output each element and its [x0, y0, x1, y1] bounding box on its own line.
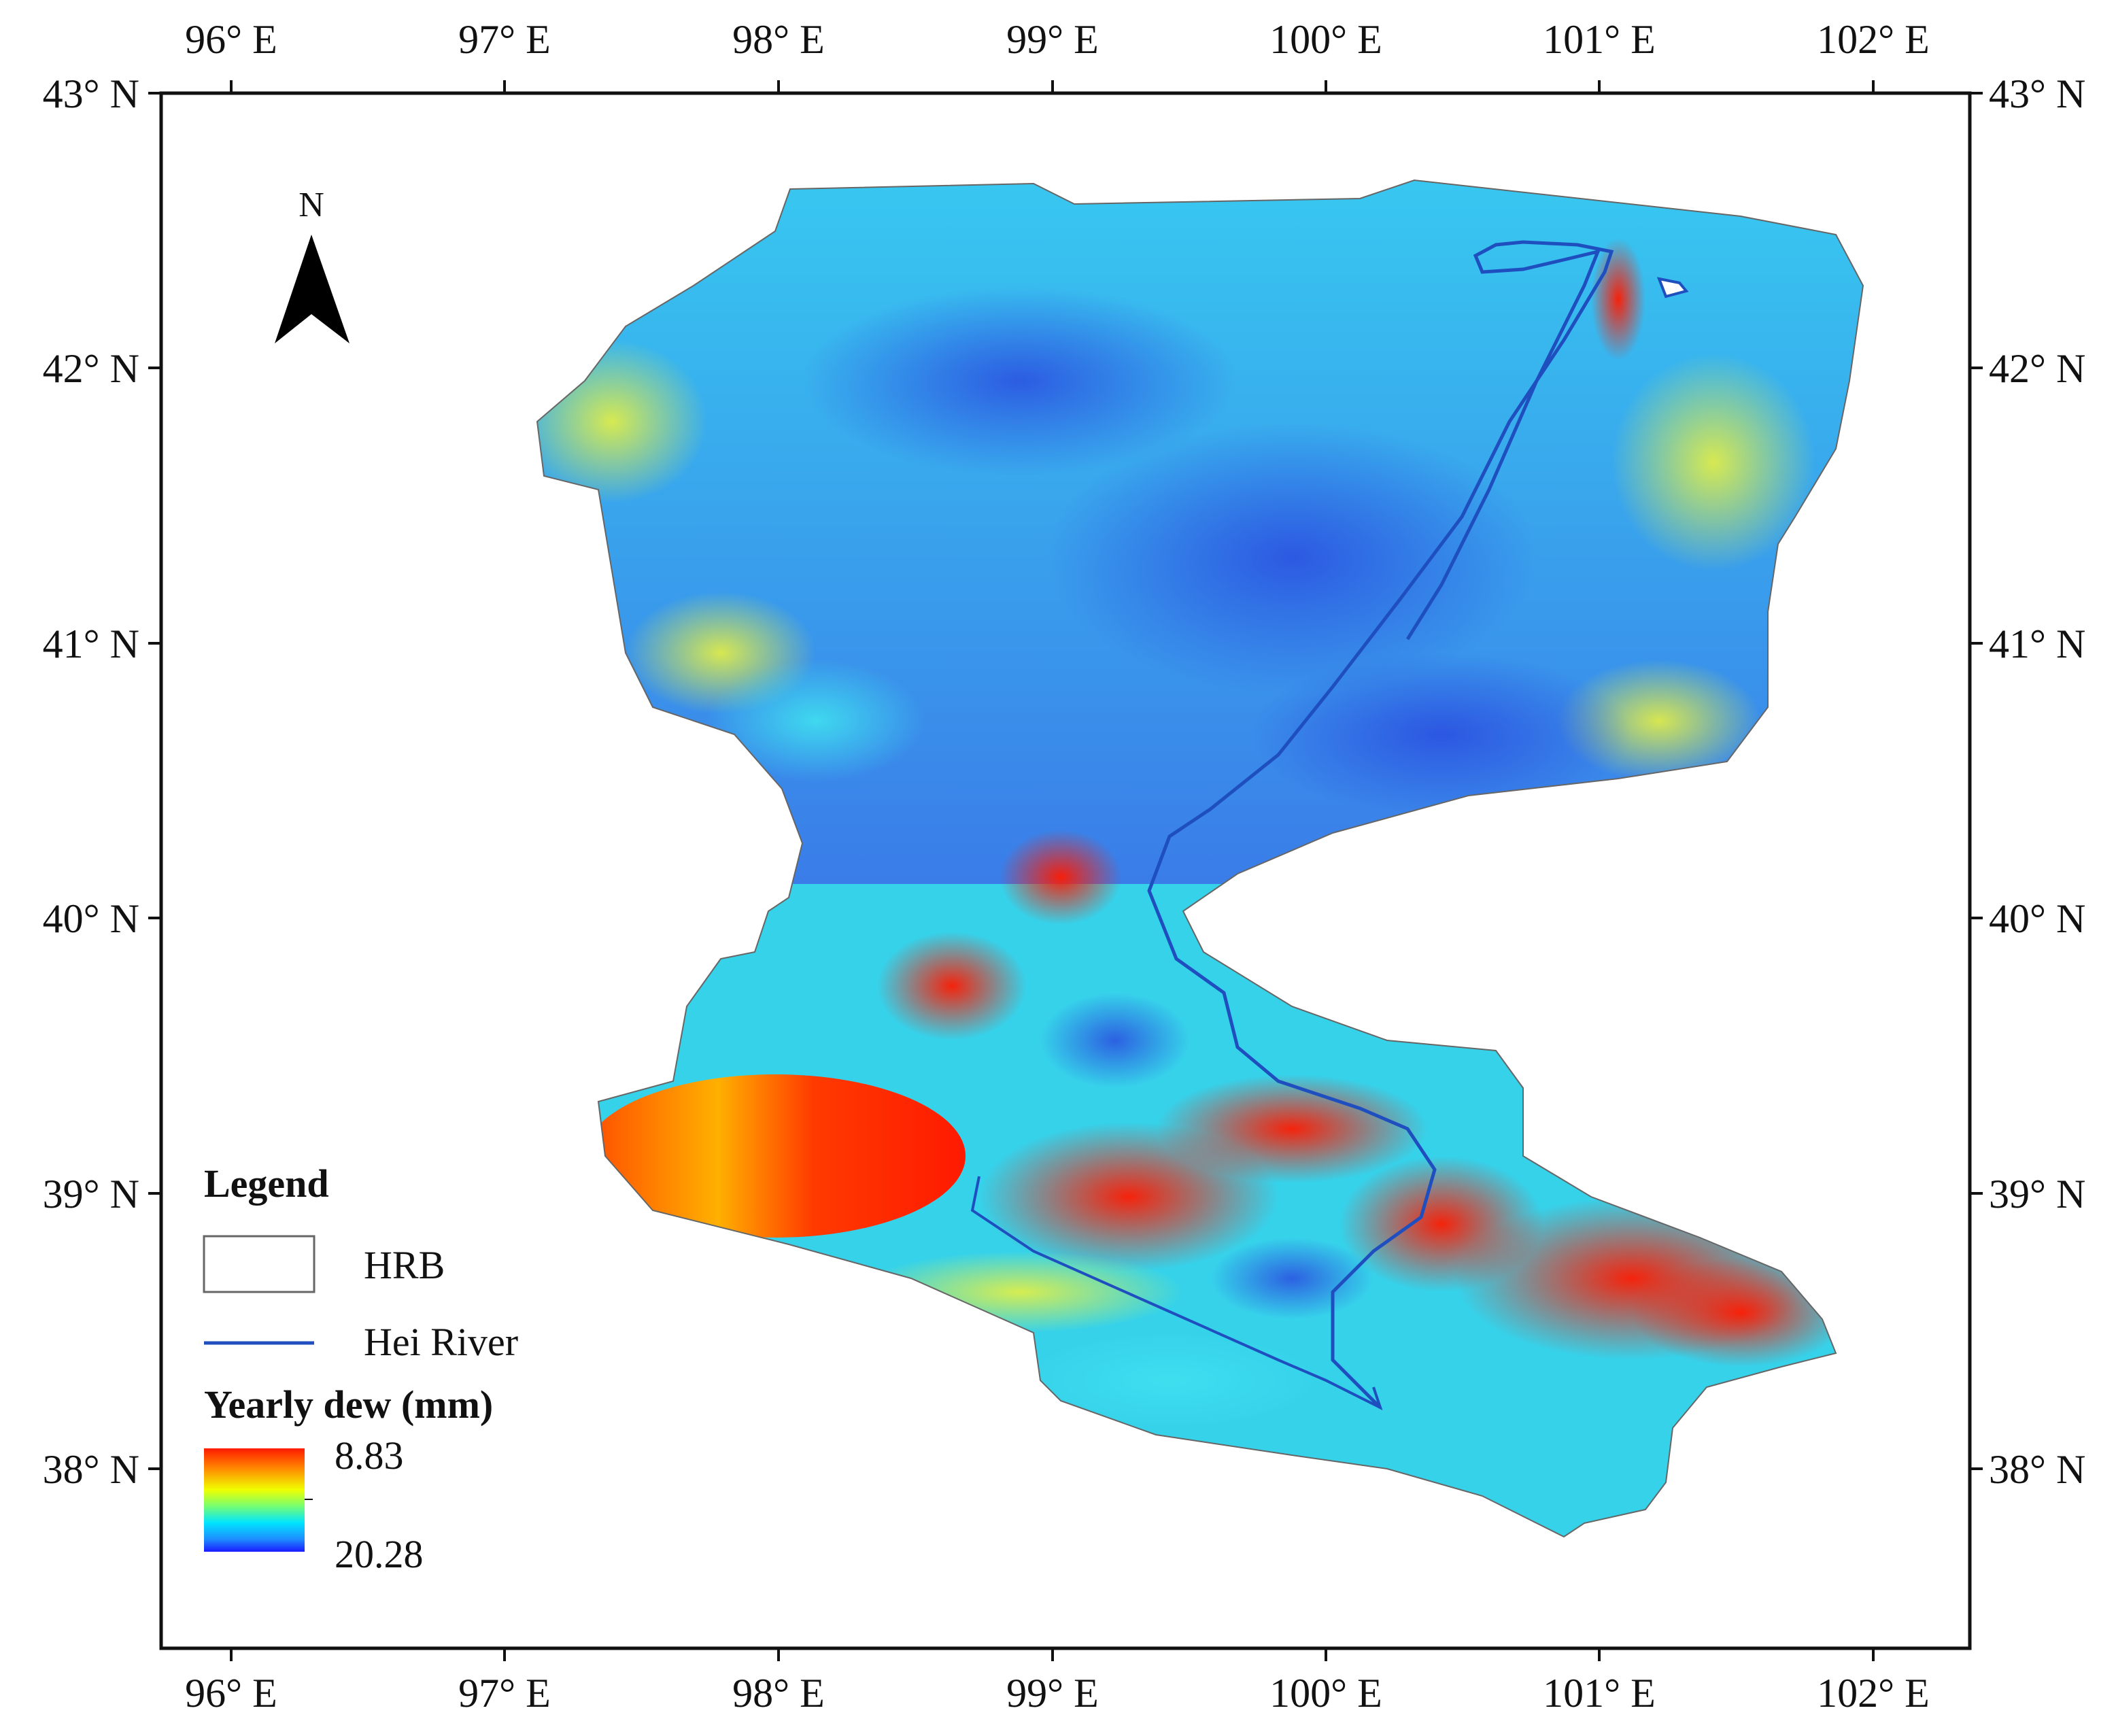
- lat-label: 41° N: [1989, 622, 2085, 666]
- tick-marks: [148, 80, 1983, 1661]
- legend-title: Legend: [204, 1161, 329, 1206]
- lat-label: 39° N: [43, 1172, 139, 1216]
- lon-label: 96° E: [185, 17, 277, 62]
- legend-scale-title: Yearly dew (mm): [204, 1382, 493, 1427]
- map-frame: [159, 91, 1972, 1650]
- lon-label: 97° E: [458, 17, 551, 62]
- lon-label: 98° E: [732, 1671, 825, 1716]
- hei-river: [1147, 240, 1614, 1409]
- lon-label: 99° E: [1006, 17, 1099, 62]
- lon-label: 97° E: [458, 1671, 551, 1716]
- dew-raster: [537, 180, 1863, 1537]
- hrb-boundary: [536, 179, 1864, 1538]
- lat-label: 42° N: [1989, 346, 2085, 391]
- color-scale-bar: [204, 1448, 305, 1552]
- lon-labels-bottom: 96° E 97° E 98° E 99° E 100° E 101° E 10…: [185, 1671, 1930, 1716]
- lat-label: 43° N: [43, 71, 139, 116]
- lat-labels-left: 43° N 42° N 41° N 40° N 39° N 38° N: [43, 71, 139, 1492]
- lat-label: 42° N: [43, 346, 139, 391]
- lat-labels-right: 43° N 42° N 41° N 40° N 39° N 38° N: [1989, 71, 2085, 1492]
- north-arrow: N: [275, 186, 349, 343]
- lon-label: 102° E: [1817, 1671, 1930, 1716]
- north-label: N: [298, 186, 324, 224]
- lat-label: 39° N: [1989, 1172, 2085, 1216]
- lat-label: 43° N: [1989, 71, 2085, 116]
- legend: Legend HRB Hei River Yearly dew (mm) 8.8…: [203, 1161, 518, 1576]
- north-arrow-right: [311, 235, 349, 343]
- lat-label: 38° N: [43, 1447, 139, 1492]
- lon-labels-top: 96° E 97° E 98° E 99° E 100° E 101° E 10…: [185, 17, 1930, 62]
- lat-label: 40° N: [43, 896, 139, 941]
- lon-label: 100° E: [1269, 1671, 1382, 1716]
- lon-label: 96° E: [185, 1671, 277, 1716]
- lon-label: 98° E: [732, 17, 825, 62]
- lon-label: 100° E: [1269, 17, 1382, 62]
- legend-hrb-label: HRB: [364, 1243, 445, 1287]
- lon-label: 101° E: [1543, 17, 1656, 62]
- scale-bottom-value: 20.28: [335, 1532, 424, 1576]
- lake: [1656, 277, 1689, 299]
- lat-label: 40° N: [1989, 896, 2085, 941]
- north-arrow-left: [275, 235, 311, 343]
- lat-label: 38° N: [1989, 1447, 2085, 1492]
- lat-label: 41° N: [43, 622, 139, 666]
- lon-label: 99° E: [1006, 1671, 1099, 1716]
- legend-hrb-swatch: [203, 1235, 315, 1293]
- lon-label: 101° E: [1543, 1671, 1656, 1716]
- scale-top-value: 8.83: [335, 1433, 404, 1478]
- legend-river-label: Hei River: [364, 1320, 518, 1364]
- lon-label: 102° E: [1817, 17, 1930, 62]
- hei-river-branch: [970, 1176, 1383, 1410]
